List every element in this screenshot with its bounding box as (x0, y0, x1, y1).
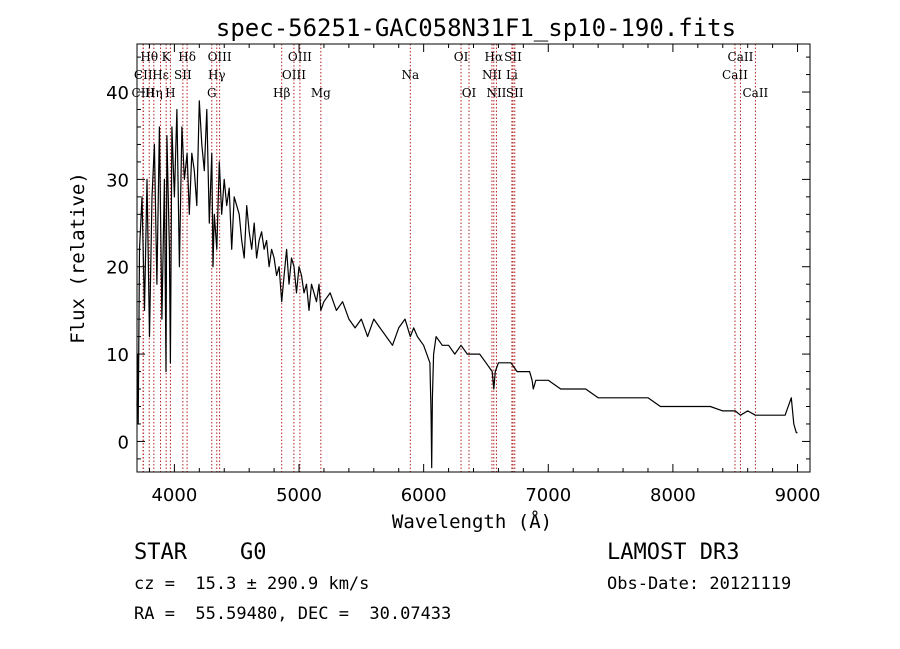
line-label-5: Hη (145, 86, 163, 100)
line-label-12: Hβ (273, 86, 290, 100)
line-label-19: Hα (485, 50, 504, 64)
y-tick-label-1: 10 (106, 345, 129, 366)
line-label-0: Hθ (140, 50, 158, 64)
line-label-27: CaII (742, 86, 768, 100)
line-label-6: H (165, 86, 175, 100)
observation-date: Obs-Date: 20121119 (607, 574, 792, 594)
line-label-18: OI (462, 86, 477, 100)
y-axis-label: Flux (relative) (67, 172, 89, 344)
plot-frame (136, 43, 811, 473)
y-tick-label-3: 30 (106, 170, 129, 191)
x-tick-label-2: 6000 (401, 485, 447, 506)
redshift-readout: cz = 15.3 ± 290.9 km/s (134, 574, 370, 594)
x-tick-label-1: 5000 (276, 485, 322, 506)
line-label-9: OIII (208, 50, 232, 64)
line-label-3: K (162, 50, 172, 64)
line-label-21: NII (486, 86, 506, 100)
line-label-8: Hδ (178, 50, 196, 64)
coordinates-readout: RA = 55.59480, DEC = 30.07433 (134, 604, 452, 624)
line-label-22: SII (504, 50, 522, 64)
y-tick-label-4: 40 (106, 83, 129, 104)
x-axis-ticks: 4000 5000 6000 7000 8000 9000 (148, 44, 821, 506)
object-subclass: G0 (240, 540, 267, 565)
x-tick-label-0: 4000 (151, 485, 197, 506)
x-tick-label-3: 7000 (525, 485, 571, 506)
line-label-17: OI (454, 50, 469, 64)
survey-name: LAMOST DR3 (607, 540, 740, 565)
line-label-25: CaII (728, 50, 754, 64)
line-label-16: Na (401, 68, 419, 82)
x-axis-label: Wavelength (Å) (392, 510, 552, 533)
line-label-1: CII (134, 68, 153, 82)
y-tick-label-2: 20 (106, 258, 129, 279)
line-label-26: CaII (722, 68, 748, 82)
line-label-23: Li (506, 68, 518, 82)
line-label-14: OIII (282, 68, 306, 82)
line-label-7: SII (174, 68, 192, 82)
chart-title: spec-56251-GAC058N31F1_sp10-190.fits (216, 14, 736, 42)
y-axis-ticks: 0 10 20 30 40 (106, 56, 810, 460)
line-label-10: Hγ (208, 68, 226, 82)
line-label-13: OIII (288, 50, 312, 64)
spectrum-line (136, 100, 798, 469)
y-tick-label-0: 0 (118, 432, 129, 453)
x-tick-label-4: 8000 (650, 485, 696, 506)
object-class: STAR (134, 540, 187, 565)
line-label-4: Hε (152, 68, 169, 82)
x-tick-label-5: 9000 (775, 485, 821, 506)
line-label-15: Mg (311, 86, 331, 100)
emission-line-markers (142, 44, 756, 472)
line-label-20: NII (482, 68, 502, 82)
line-label-24: SII (506, 86, 524, 100)
line-label-11: G (207, 86, 217, 100)
